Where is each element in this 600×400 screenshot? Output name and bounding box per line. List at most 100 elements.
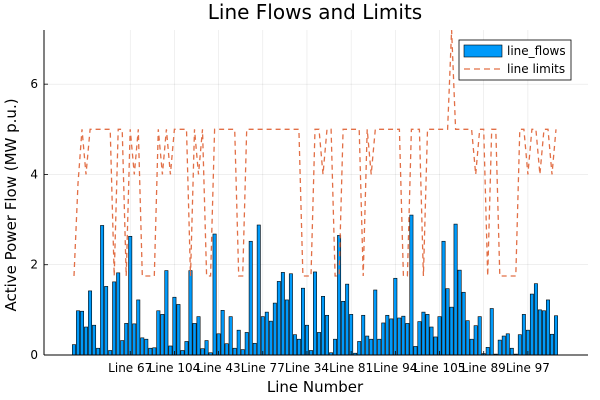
bar — [277, 281, 280, 355]
bar — [117, 273, 120, 355]
bar — [402, 316, 405, 355]
bar — [374, 290, 377, 355]
bar — [233, 348, 236, 355]
legend: line_flows line limits — [459, 40, 571, 80]
bar — [173, 297, 176, 355]
bar — [80, 311, 83, 355]
bar — [486, 347, 489, 355]
bar — [317, 332, 320, 355]
bar — [129, 236, 132, 355]
bar — [84, 327, 87, 355]
x-tick-label: Line 34 — [285, 361, 329, 375]
bar — [470, 339, 473, 355]
bar — [434, 337, 437, 355]
bar — [137, 300, 140, 355]
bar — [446, 289, 449, 355]
x-axis-label: Line Number — [267, 378, 364, 396]
bar — [197, 317, 200, 355]
bar — [133, 324, 136, 355]
bar — [273, 303, 276, 355]
bar — [550, 334, 553, 355]
bar — [542, 311, 545, 355]
bar — [141, 338, 144, 355]
bar — [201, 349, 204, 355]
bar — [177, 304, 180, 355]
bar — [450, 307, 453, 355]
bar — [213, 234, 216, 355]
bar — [506, 334, 509, 355]
bar — [518, 335, 521, 355]
bar — [297, 339, 300, 355]
bar — [153, 348, 156, 355]
bar — [350, 314, 353, 355]
bar — [366, 336, 369, 355]
bar — [454, 224, 457, 355]
bar — [125, 323, 128, 355]
bar — [370, 339, 373, 355]
bar — [96, 348, 99, 355]
bar — [382, 323, 385, 355]
bar — [249, 241, 252, 355]
bar — [185, 341, 188, 355]
bar — [474, 326, 477, 355]
bar — [398, 318, 401, 355]
bar — [386, 315, 389, 355]
bar — [245, 332, 248, 355]
x-tick-label: Line 105 — [414, 361, 466, 375]
bar — [193, 323, 196, 355]
x-tick-label: Line 104 — [149, 361, 201, 375]
bar — [269, 321, 272, 355]
bar — [458, 270, 461, 355]
bar — [333, 339, 336, 355]
bar — [466, 321, 469, 355]
x-tick-label: Line 81 — [329, 361, 373, 375]
bar — [546, 300, 549, 355]
bar — [530, 294, 533, 355]
bar — [426, 314, 429, 355]
bar — [76, 311, 79, 355]
legend-label-line-flows: line_flows — [507, 44, 566, 58]
bar — [442, 241, 445, 355]
bar — [422, 312, 425, 355]
bar — [165, 271, 168, 355]
bar — [394, 278, 397, 355]
bar — [390, 319, 393, 355]
bar — [418, 322, 421, 355]
bar — [510, 348, 513, 355]
bar — [113, 282, 116, 355]
bar — [241, 350, 244, 355]
bar — [305, 325, 308, 355]
bar — [145, 339, 148, 355]
bar — [490, 309, 493, 355]
bar — [498, 340, 501, 355]
bar — [121, 341, 124, 355]
bar — [225, 344, 228, 355]
bar — [257, 225, 260, 355]
bar — [321, 296, 324, 355]
bar — [253, 343, 256, 355]
bar — [378, 339, 381, 355]
bar — [229, 317, 232, 355]
bar-series-line-flows — [72, 215, 557, 355]
bar — [410, 215, 413, 355]
bar — [169, 346, 172, 355]
legend-bar-swatch — [464, 45, 502, 57]
bar — [92, 325, 95, 355]
bar — [289, 274, 292, 355]
bar — [341, 301, 344, 355]
bar — [72, 345, 75, 355]
x-tick-label: Line 94 — [373, 361, 417, 375]
bar — [313, 272, 316, 355]
bar — [430, 327, 433, 355]
x-tick-label: Line 77 — [241, 361, 285, 375]
x-tick-label: Line 97 — [506, 361, 550, 375]
y-tick-label: 2 — [30, 258, 38, 272]
y-axis-label: Active Power Flow (MW p.u.) — [2, 98, 20, 311]
bar — [237, 330, 240, 355]
x-tick-label: Line 67 — [108, 361, 152, 375]
bar — [438, 317, 441, 355]
bar — [538, 310, 541, 355]
bar — [88, 291, 91, 355]
bar — [265, 312, 268, 355]
